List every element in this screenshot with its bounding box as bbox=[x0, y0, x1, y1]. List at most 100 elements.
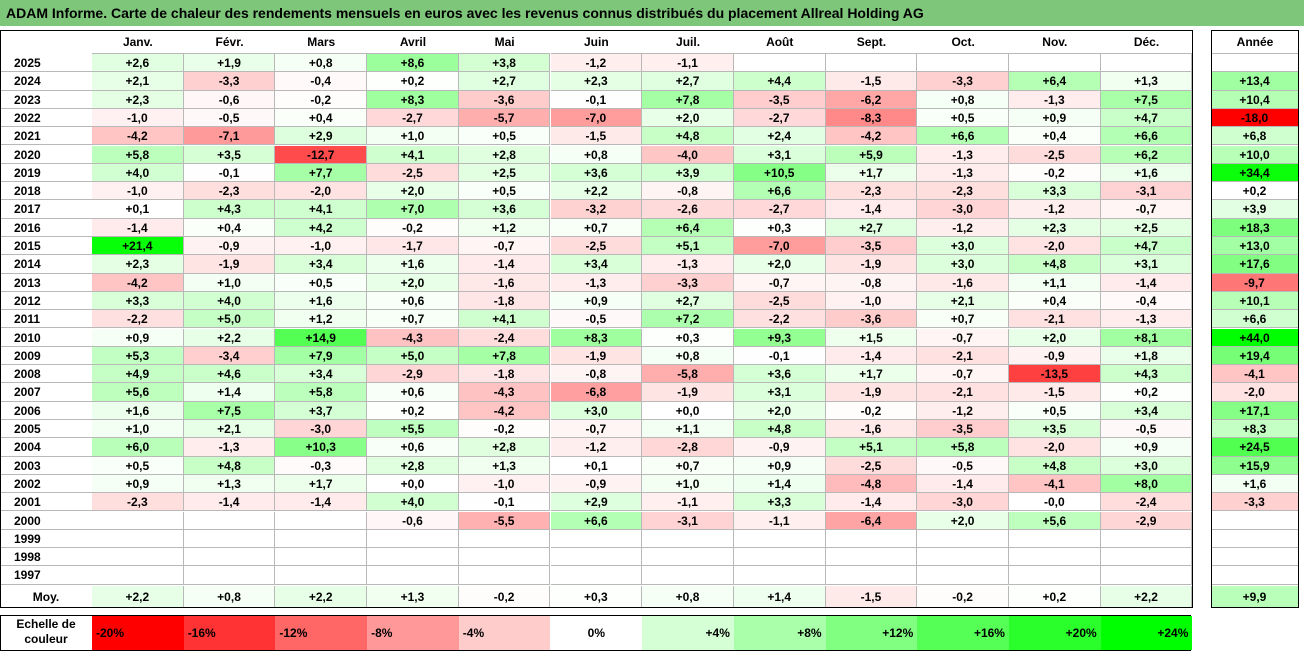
heatmap-cell: +0,6 bbox=[367, 291, 459, 311]
heatmap-cell: +5,8 bbox=[92, 145, 184, 164]
heatmap-cell: +0,4 bbox=[1009, 291, 1101, 311]
heatmap-cell: -0,4 bbox=[1100, 291, 1193, 311]
heatmap-cell: -1,1 bbox=[642, 493, 734, 512]
heatmap-cell: -3,0 bbox=[275, 420, 368, 439]
heatmap-cell: +3,4 bbox=[550, 255, 643, 274]
legend-swatch: -8% bbox=[367, 616, 459, 650]
heatmap-cell bbox=[642, 566, 734, 585]
heatmap-cell: -0,0 bbox=[1009, 493, 1101, 512]
heatmap-cell: -1,2 bbox=[1009, 200, 1101, 219]
heatmap-cell: -2,7 bbox=[367, 108, 459, 128]
heatmap-cell: +4,1 bbox=[458, 310, 551, 329]
heatmap-cell: +0,6 bbox=[367, 438, 459, 457]
heatmap-cell: -0,1 bbox=[733, 346, 826, 366]
heatmap-cell bbox=[1100, 548, 1193, 567]
heatmap-cell bbox=[1100, 54, 1193, 73]
annual-header: Année bbox=[1211, 30, 1299, 54]
year-label: 1998 bbox=[0, 548, 92, 567]
heatmap-cell: -1,4 bbox=[458, 255, 551, 274]
heatmap-cell: +0,9 bbox=[92, 328, 184, 347]
heatmap-cell: +7,7 bbox=[275, 163, 368, 183]
year-label: 2005 bbox=[0, 420, 92, 439]
heatmap-cell: +4,7 bbox=[1100, 108, 1193, 128]
heatmap-cell: -2,0 bbox=[1009, 237, 1101, 256]
heatmap-cell: +2,7 bbox=[642, 72, 734, 91]
heatmap-cell: +2,6 bbox=[92, 54, 184, 73]
annual-cell: -9,7 bbox=[1211, 273, 1299, 292]
heatmap-cell: -0,9 bbox=[183, 237, 276, 256]
heatmap-cell bbox=[825, 566, 918, 585]
heatmap-cell: +4,9 bbox=[92, 365, 184, 384]
heatmap-cell: +1,1 bbox=[642, 420, 734, 439]
heatmap-cell: -0,9 bbox=[733, 438, 826, 457]
heatmap-cell: +2,7 bbox=[458, 72, 551, 91]
heatmap-cell: -0,7 bbox=[917, 365, 1009, 384]
heatmap-cell: -2,5 bbox=[825, 456, 918, 475]
year-label: 2006 bbox=[0, 402, 92, 420]
year-label: 2004 bbox=[0, 438, 92, 457]
heatmap-cell: -2,1 bbox=[1009, 310, 1101, 329]
month-header: Déc. bbox=[1100, 30, 1193, 54]
heatmap-cell: +1,8 bbox=[1100, 346, 1193, 366]
year-label: 2016 bbox=[0, 219, 92, 237]
heatmap-cell: -0,2 bbox=[275, 90, 368, 109]
heatmap-cell: +6,6 bbox=[1100, 127, 1193, 146]
heatmap-cell: +0,5 bbox=[275, 273, 368, 292]
heatmap-cell: +2,5 bbox=[458, 163, 551, 183]
heatmap-cell bbox=[1100, 566, 1193, 585]
heatmap-cell: +2,8 bbox=[458, 438, 551, 457]
heatmap-cell: +0,6 bbox=[367, 383, 459, 402]
annual-cell: +6,8 bbox=[1211, 127, 1299, 146]
year-label: 2007 bbox=[0, 383, 92, 402]
legend-swatch: +4% bbox=[642, 616, 734, 650]
heatmap-cell bbox=[1009, 54, 1101, 73]
heatmap-cell: -0,5 bbox=[917, 456, 1009, 475]
annual-cell bbox=[1211, 566, 1299, 585]
average-cell: -0,2 bbox=[458, 585, 551, 608]
year-label: 1999 bbox=[0, 530, 92, 549]
legend-swatch: -4% bbox=[458, 616, 551, 650]
heatmap-cell: +2,0 bbox=[917, 511, 1009, 530]
heatmap-cell: -1,4 bbox=[275, 493, 368, 512]
heatmap-cell: +4,2 bbox=[275, 218, 368, 237]
heatmap-cell: -0,6 bbox=[367, 511, 459, 530]
heatmap-cell: -2,3 bbox=[917, 182, 1009, 201]
average-cell: +0,8 bbox=[183, 585, 276, 608]
heatmap-cell: -4,2 bbox=[458, 401, 551, 420]
heatmap-cell: -3,1 bbox=[642, 511, 734, 530]
heatmap-cell: +1,4 bbox=[183, 383, 276, 402]
heatmap-cell: -2,5 bbox=[367, 163, 459, 183]
heatmap-cell: +14,9 bbox=[275, 328, 368, 347]
heatmap-cell: +5,8 bbox=[275, 383, 368, 402]
heatmap-cell: +3,6 bbox=[458, 200, 551, 219]
heatmap-cell: +2,8 bbox=[458, 145, 551, 164]
heatmap-cell: +2,9 bbox=[275, 127, 368, 146]
heatmap-cell: -1,2 bbox=[917, 401, 1009, 420]
annual-cell: -3,3 bbox=[1211, 493, 1299, 512]
heatmap-cell: +0,2 bbox=[1100, 383, 1193, 402]
heatmap-cell: -0,1 bbox=[183, 163, 276, 183]
year-label: 2019 bbox=[0, 164, 92, 183]
heatmap-cell: +0,5 bbox=[1009, 401, 1101, 420]
heatmap-cell: +2,7 bbox=[642, 291, 734, 311]
heatmap-cell bbox=[1100, 529, 1193, 549]
heatmap-cell: +2,0 bbox=[367, 273, 459, 292]
heatmap-cell: +4,3 bbox=[183, 200, 276, 219]
heatmap-cell bbox=[1009, 529, 1101, 549]
heatmap-cell: -1,9 bbox=[642, 383, 734, 402]
annual-cell: +8,3 bbox=[1211, 420, 1299, 439]
year-label: 2011 bbox=[0, 310, 92, 329]
heatmap-cell: -1,4 bbox=[183, 493, 276, 512]
heatmap-cell: +0,5 bbox=[458, 127, 551, 146]
heatmap-cell: -0,1 bbox=[458, 493, 551, 512]
month-header: Nov. bbox=[1009, 30, 1101, 54]
heatmap-cell: -2,5 bbox=[550, 237, 643, 256]
heatmap-cell: +1,7 bbox=[275, 474, 368, 494]
heatmap-cell bbox=[275, 566, 368, 585]
heatmap-cell: -0,1 bbox=[550, 90, 643, 109]
heatmap-cell: +2,7 bbox=[825, 218, 918, 237]
heatmap-cell: +2,3 bbox=[92, 255, 184, 274]
heatmap-cell: +3,5 bbox=[1009, 420, 1101, 439]
heatmap-cell: -1,7 bbox=[367, 237, 459, 256]
heatmap-cell: -1,9 bbox=[550, 346, 643, 366]
